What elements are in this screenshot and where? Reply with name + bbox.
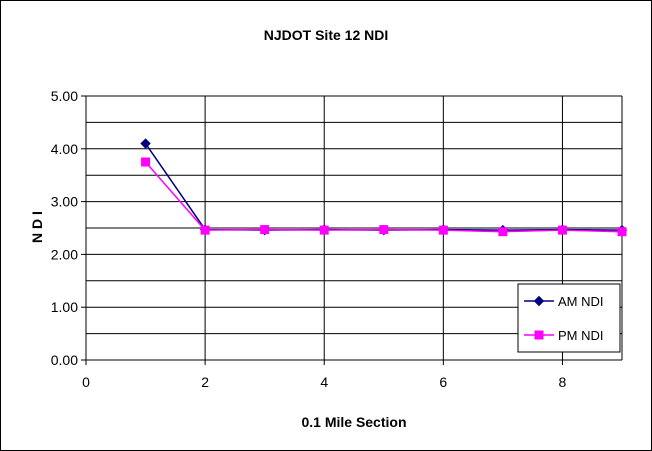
legend-box (517, 283, 621, 353)
legend-marker-am-ndi (533, 295, 545, 307)
data-point-pm-ndi (557, 225, 567, 235)
data-point-pm-ndi (319, 225, 329, 235)
plot-area: 0.00 1.00 2.00 3.00 4.00 5.00 0 2 4 6 8 (51, 88, 628, 390)
data-point-pm-ndi (200, 225, 210, 235)
y-tick-label: 4.00 (51, 141, 78, 157)
x-tick-label: 8 (559, 374, 567, 390)
x-tick-label: 0 (82, 374, 90, 390)
chart-title: NJDOT Site 12 NDI (264, 27, 388, 43)
series-line-pm-ndi (144, 161, 623, 233)
series-line-am-ndi (144, 143, 623, 231)
legend: AM NDI PM NDI (517, 283, 621, 353)
data-point-pm-ndi (379, 225, 389, 235)
legend-marker-pm-ndi (534, 330, 544, 340)
y-axis-title: N D I (29, 211, 45, 243)
x-tick-label: 4 (320, 374, 328, 390)
data-point-pm-ndi (617, 227, 627, 237)
y-tick-label: 3.00 (51, 194, 78, 210)
y-tick-label: 0.00 (51, 352, 78, 368)
data-point-pm-ndi (260, 225, 270, 235)
y-tick-label: 5.00 (51, 88, 78, 104)
x-tick-label: 2 (201, 374, 209, 390)
data-point-pm-ndi (141, 157, 151, 167)
data-point-pm-ndi (438, 225, 448, 235)
y-tick-label: 1.00 (51, 299, 78, 315)
data-point-am-ndi (140, 138, 151, 149)
legend-label-am-ndi: AM NDI (558, 294, 604, 309)
x-axis-title: 0.1 Mile Section (301, 414, 406, 430)
data-point-pm-ndi (498, 227, 508, 237)
y-tick-label: 2.00 (51, 246, 78, 262)
legend-label-pm-ndi: PM NDI (558, 328, 604, 343)
x-tick-label: 6 (439, 374, 447, 390)
